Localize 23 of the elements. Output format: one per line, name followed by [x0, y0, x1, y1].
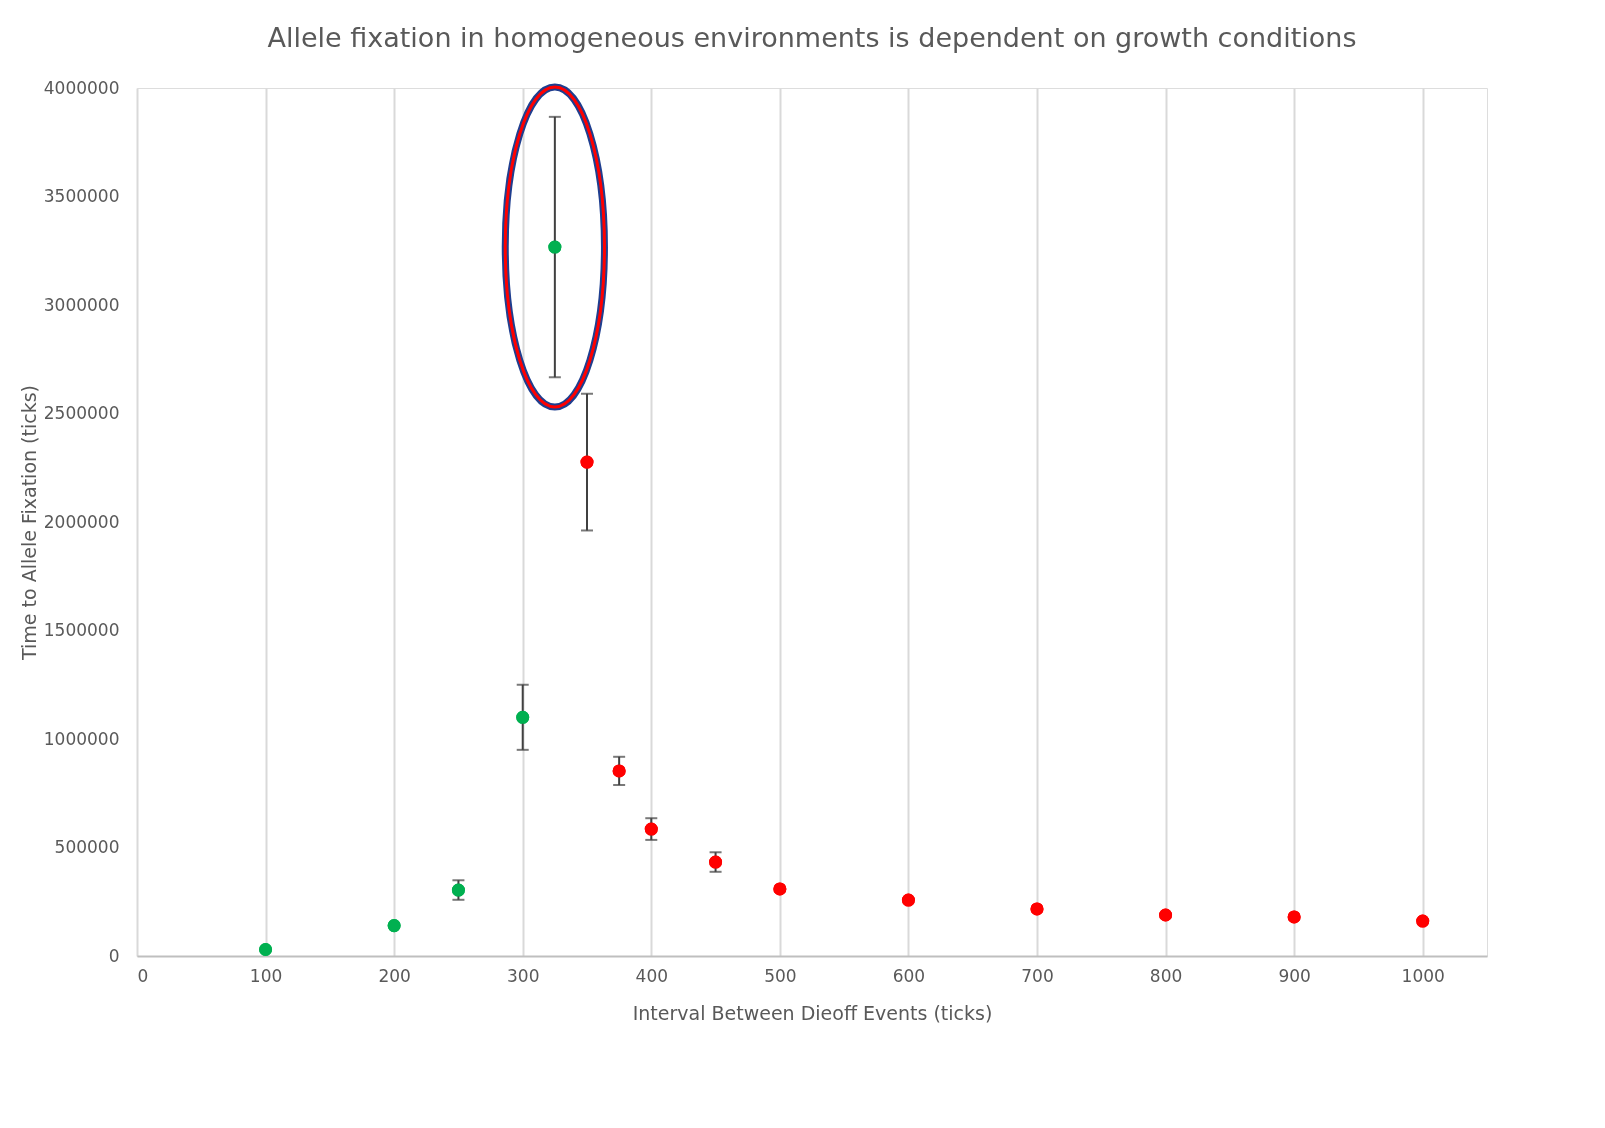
- x-tick-label: 1000: [1401, 965, 1445, 986]
- y-tick-label: 4000000: [43, 77, 120, 98]
- y-tick-label: 3500000: [43, 186, 120, 206]
- x-tick-label: 400: [635, 965, 669, 986]
- x-tick-label: 900: [1278, 965, 1311, 986]
- y-tick-label: 3000000: [43, 294, 120, 315]
- y-tick-label: 0: [108, 945, 120, 966]
- y-tick-label: 2000000: [43, 511, 120, 532]
- y-tick-label: 2500000: [43, 403, 120, 423]
- x-axis-title: Interval Between Dieoff Events (ticks): [632, 1001, 993, 1024]
- x-tick-label: 800: [1149, 965, 1183, 986]
- x-tick-label: 100: [249, 965, 283, 986]
- x-tick-label: 0: [137, 965, 149, 986]
- y-axis-title: Time to Allele Fixation (ticks): [17, 385, 40, 661]
- x-tick-label: 300: [506, 965, 540, 986]
- x-tick-label: 700: [1021, 965, 1054, 986]
- y-tick-label: 500000: [54, 837, 120, 857]
- x-tick-label: 500: [764, 965, 797, 986]
- x-tick-label: 600: [892, 965, 926, 986]
- x-tick-label: 200: [378, 965, 411, 986]
- y-tick-label: 1500000: [43, 620, 120, 640]
- chart-title: Allele fixation in homogeneous environments is dependent on growth conditions: [267, 22, 1357, 54]
- y-tick-label: 1000000: [43, 728, 120, 749]
